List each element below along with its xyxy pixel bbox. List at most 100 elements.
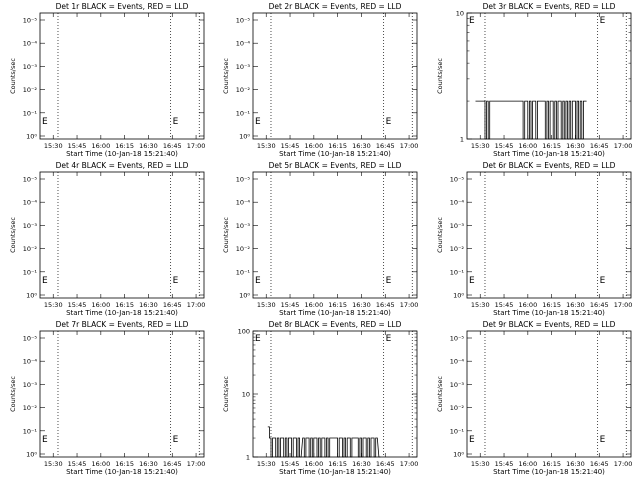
y-tick-label: 10⁻² xyxy=(450,245,465,253)
y-tick-label: 10⁻¹ xyxy=(23,268,38,276)
x-tick-label: 16:45 xyxy=(376,142,395,150)
y-tick-label: 10⁻³ xyxy=(450,381,465,389)
x-tick-label: 15:30 xyxy=(471,301,490,309)
y-tick-label: 100 xyxy=(238,328,250,336)
y-tick-label: 10⁻⁴ xyxy=(23,199,38,207)
plot-frame xyxy=(252,171,418,299)
plot-frame xyxy=(39,12,205,140)
y-tick-label: 10⁻¹ xyxy=(23,109,38,117)
y-tick-label: 10⁻⁴ xyxy=(236,199,251,207)
x-tick-label: 16:00 xyxy=(304,142,323,150)
x-tick-label: 16:00 xyxy=(304,460,323,468)
y-tick-label: 10⁻⁵ xyxy=(450,176,465,184)
x-tick-label: 16:30 xyxy=(352,142,371,150)
plot-frame xyxy=(252,12,418,140)
x-tick-label: 16:15 xyxy=(328,460,347,468)
y-tick-label: 10⁻³ xyxy=(236,63,251,71)
y-tick-label: 10⁻⁵ xyxy=(236,17,251,25)
y-tick-label: 10 xyxy=(456,10,464,18)
y-tick-label: 1 xyxy=(460,136,464,144)
y-axis-label: Counts/sec xyxy=(9,376,17,412)
y-tick-label: 10⁻⁴ xyxy=(23,40,38,48)
events-series xyxy=(267,426,381,458)
x-tick-label: 15:45 xyxy=(281,301,300,309)
e-marker: E xyxy=(173,276,179,286)
x-tick-label: 15:45 xyxy=(495,301,514,309)
x-tick-label: 17:00 xyxy=(614,142,633,150)
x-axis-label: Start Time (10-Jan-18 15:21:40) xyxy=(279,309,391,317)
plot-title: Det 1r BLACK = Events, RED = LLD xyxy=(56,2,189,11)
plot-title: Det 2r BLACK = Events, RED = LLD xyxy=(269,2,402,11)
x-tick-label: 17:00 xyxy=(614,460,633,468)
x-tick-label: 16:45 xyxy=(376,460,395,468)
y-axis-label: Counts/sec xyxy=(9,217,17,253)
detector-plot-1: Det 1r BLACK = Events, RED = LLD 15:30 15:… xyxy=(9,2,205,158)
y-tick-label: 10⁻² xyxy=(23,86,38,94)
y-tick-label: 10⁻² xyxy=(236,86,251,94)
y-tick-label: 10⁻⁵ xyxy=(236,176,251,184)
y-tick-label: 10⁻³ xyxy=(23,381,38,389)
x-tick-label: 16:15 xyxy=(542,142,561,150)
e-marker: E xyxy=(173,435,179,445)
y-tick-label: 10⁻⁵ xyxy=(23,335,38,343)
plot-frame xyxy=(39,171,205,299)
e-marker: E xyxy=(600,435,606,445)
x-tick-label: 16:45 xyxy=(163,301,182,309)
x-tick-label: 16:15 xyxy=(115,301,134,309)
y-axis-label: Counts/sec xyxy=(222,58,230,94)
plot-title: Det 6r BLACK = Events, RED = LLD xyxy=(483,161,616,170)
x-tick-label: 15:45 xyxy=(68,301,87,309)
x-tick-label: 15:45 xyxy=(281,460,300,468)
x-axis-label: Start Time (10-Jan-18 15:21:40) xyxy=(493,150,605,158)
x-tick-label: 16:45 xyxy=(590,460,609,468)
detector-plot-9: Det 9r BLACK = Events, RED = LLD 15:30 15:… xyxy=(436,320,632,476)
e-marker: E xyxy=(255,334,261,344)
x-axis-label: Start Time (10-Jan-18 15:21:40) xyxy=(66,309,178,317)
y-tick-label: 10⁰ xyxy=(453,451,464,459)
plot-title: Det 9r BLACK = Events, RED = LLD xyxy=(483,320,616,329)
y-tick-label: 10⁻¹ xyxy=(236,109,251,117)
e-marker: E xyxy=(42,117,48,127)
x-tick-label: 16:15 xyxy=(542,301,561,309)
x-tick-label: 16:30 xyxy=(139,460,158,468)
y-axis-label: Counts/sec xyxy=(222,217,230,253)
y-tick-label: 10⁰ xyxy=(453,292,464,300)
y-tick-label: 10⁻⁴ xyxy=(236,40,251,48)
e-marker: E xyxy=(600,276,606,286)
e-marker: E xyxy=(386,276,392,286)
x-tick-label: 16:00 xyxy=(91,301,110,309)
x-tick-label: 17:00 xyxy=(400,460,419,468)
e-marker: E xyxy=(469,435,475,445)
y-tick-label: 10⁰ xyxy=(26,292,37,300)
y-tick-label: 10 xyxy=(242,391,250,399)
plot-frame xyxy=(466,330,632,458)
detector-plot-2: Det 2r BLACK = Events, RED = LLD 15:30 15:… xyxy=(222,2,418,158)
e-marker: E xyxy=(386,117,392,127)
y-axis-label: Counts/sec xyxy=(9,58,17,94)
x-tick-label: 17:00 xyxy=(400,142,419,150)
x-tick-label: 16:45 xyxy=(590,142,609,150)
x-tick-label: 15:30 xyxy=(471,142,490,150)
e-marker: E xyxy=(173,117,179,127)
x-tick-label: 16:45 xyxy=(376,301,395,309)
x-tick-label: 16:00 xyxy=(91,142,110,150)
e-marker: E xyxy=(469,16,475,26)
y-tick-label: 1 xyxy=(246,454,250,462)
detector-plot-4: Det 4r BLACK = Events, RED = LLD 15:30 15:… xyxy=(9,161,205,317)
x-tick-label: 15:45 xyxy=(68,142,87,150)
y-tick-label: 10⁻² xyxy=(450,404,465,412)
y-tick-label: 10⁻⁴ xyxy=(450,358,465,366)
y-tick-label: 10⁻¹ xyxy=(236,268,251,276)
y-tick-label: 10⁻¹ xyxy=(23,427,38,435)
y-tick-label: 10⁰ xyxy=(26,133,37,141)
x-tick-label: 16:30 xyxy=(566,460,585,468)
x-axis-label: Start Time (10-Jan-18 15:21:40) xyxy=(493,309,605,317)
detector-plot-3: Det 3r BLACK = Events, RED = LLD 15:30 15:… xyxy=(436,2,632,158)
plot-title: Det 8r BLACK = Events, RED = LLD xyxy=(269,320,402,329)
e-marker: E xyxy=(255,117,261,127)
plot-title: Det 3r BLACK = Events, RED = LLD xyxy=(483,2,616,11)
x-tick-label: 17:00 xyxy=(614,301,633,309)
plot-frame xyxy=(466,12,632,140)
e-marker: E xyxy=(42,276,48,286)
